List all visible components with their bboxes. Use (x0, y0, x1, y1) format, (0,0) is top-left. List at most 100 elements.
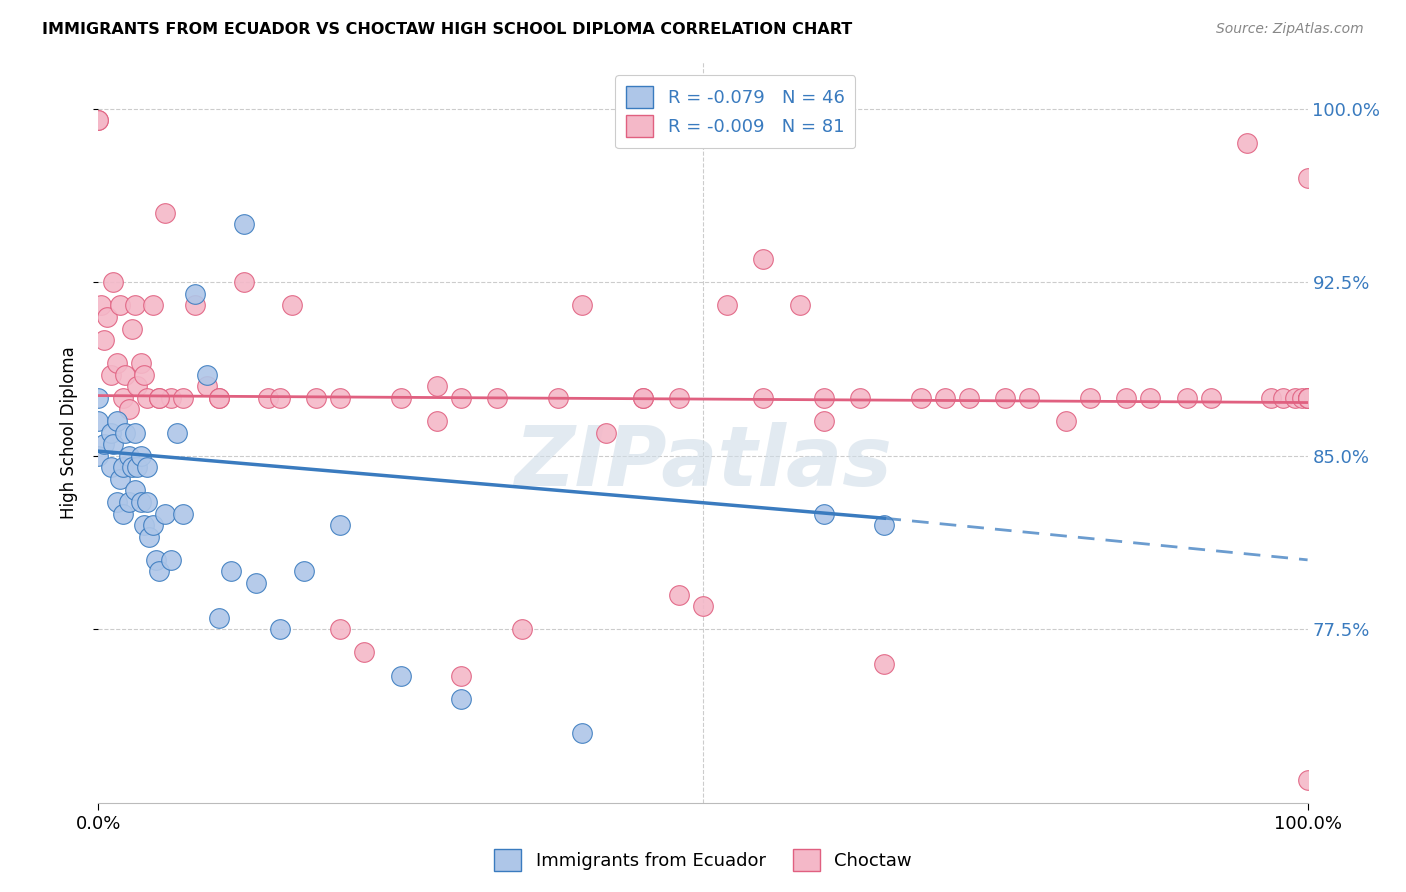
Point (87, 391, 110, 405)
Point (353, 645, 375, 659)
Point (142, 518, 165, 533)
Point (934, 391, 956, 405)
Point (134, 518, 156, 533)
Point (108, 298, 131, 312)
Point (195, 379, 218, 393)
Point (1175, 391, 1198, 405)
Point (1260, 391, 1282, 405)
Point (105, 356, 128, 370)
Point (101, 275, 124, 289)
Point (160, 391, 183, 405)
Point (124, 298, 146, 312)
Point (100, 460, 122, 475)
Point (111, 460, 134, 475)
Point (1296, 391, 1319, 405)
Point (172, 507, 194, 521)
Point (114, 425, 136, 440)
Point (256, 391, 278, 405)
Point (148, 391, 170, 405)
Point (1018, 391, 1040, 405)
Point (813, 414, 835, 428)
Point (450, 668, 472, 682)
Point (571, 726, 593, 740)
Point (269, 622, 291, 636)
Legend: Immigrants from Ecuador, Choctaw: Immigrants from Ecuador, Choctaw (486, 842, 920, 879)
Point (571, 298, 593, 312)
Point (1078, 391, 1101, 405)
Point (87, 113, 110, 128)
Point (153, 206, 176, 220)
Point (813, 507, 835, 521)
Point (148, 565, 170, 579)
Y-axis label: High School Diploma: High School Diploma (59, 346, 77, 519)
Point (90, 298, 112, 312)
Point (450, 391, 472, 405)
Point (245, 576, 267, 591)
Point (716, 298, 738, 312)
Text: Source: ZipAtlas.com: Source: ZipAtlas.com (1216, 22, 1364, 37)
Point (129, 449, 152, 463)
Point (873, 518, 896, 533)
Point (232, 275, 254, 289)
Point (1139, 391, 1161, 405)
Point (93, 437, 115, 451)
Point (129, 356, 152, 370)
Point (510, 622, 533, 636)
Point (118, 495, 141, 509)
Point (135, 391, 157, 405)
Point (87, 449, 110, 463)
Point (668, 588, 690, 602)
Point (1296, 772, 1319, 787)
Point (87, 414, 110, 428)
Point (172, 391, 194, 405)
Point (221, 565, 243, 579)
Point (160, 553, 183, 567)
Point (595, 425, 617, 440)
Point (93, 333, 115, 347)
Point (1296, 391, 1319, 405)
Point (1236, 136, 1258, 151)
Point (1199, 391, 1222, 405)
Point (121, 321, 143, 335)
Point (184, 286, 207, 301)
Point (100, 368, 122, 382)
Point (232, 218, 254, 232)
Point (547, 391, 569, 405)
Point (269, 391, 291, 405)
Point (111, 507, 134, 521)
Point (329, 391, 352, 405)
Point (121, 460, 143, 475)
Point (957, 391, 980, 405)
Point (789, 298, 811, 312)
Point (184, 298, 207, 312)
Point (124, 483, 146, 498)
Point (389, 668, 412, 682)
Point (111, 391, 134, 405)
Point (108, 472, 131, 486)
Point (124, 425, 146, 440)
Point (145, 553, 167, 567)
Point (195, 368, 218, 382)
Point (101, 437, 124, 451)
Point (450, 691, 472, 706)
Point (105, 495, 128, 509)
Point (292, 565, 315, 579)
Point (426, 414, 449, 428)
Point (100, 425, 122, 440)
Point (752, 391, 775, 405)
Text: ZIPatlas: ZIPatlas (515, 422, 891, 503)
Point (486, 391, 509, 405)
Point (135, 460, 157, 475)
Point (114, 368, 136, 382)
Point (105, 414, 128, 428)
Point (910, 391, 932, 405)
Point (208, 391, 231, 405)
Point (208, 391, 231, 405)
Point (153, 507, 176, 521)
Point (1296, 391, 1319, 405)
Point (1115, 391, 1137, 405)
Point (329, 518, 352, 533)
Point (1054, 414, 1077, 428)
Point (138, 530, 160, 544)
Point (668, 391, 690, 405)
